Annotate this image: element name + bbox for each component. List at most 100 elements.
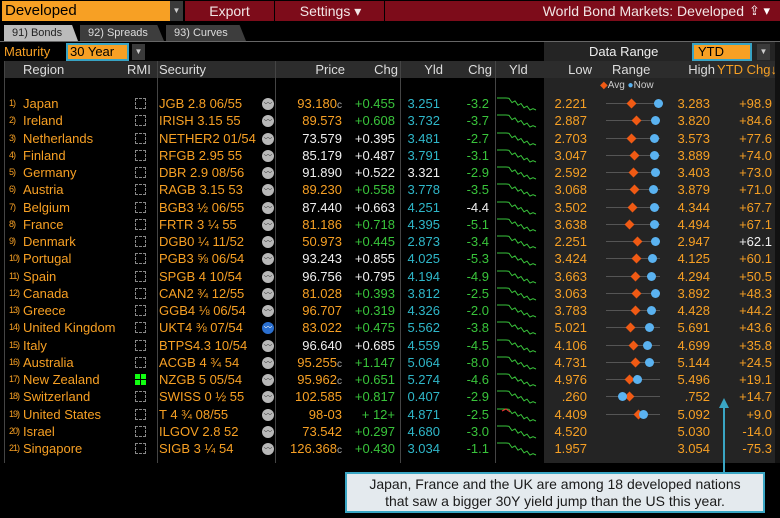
region-name[interactable]: Greece: [23, 303, 66, 318]
security-name[interactable]: DBR 2.9 08/56: [159, 165, 245, 180]
rmi-empty-icon[interactable]: [135, 305, 146, 316]
table-row[interactable]: 6) Austria RAGB 3.15 53 〰 89.230 +0.558 …: [0, 181, 775, 198]
table-row[interactable]: 16) Australia ACGB 4 ¾ 54 〰 95.255c +1.1…: [0, 354, 775, 371]
security-name[interactable]: SPGB 4 10/54: [159, 268, 243, 284]
settings-button[interactable]: Settings ▾: [277, 1, 385, 21]
chart-icon[interactable]: 〰: [262, 218, 274, 231]
region-name[interactable]: Netherlands: [23, 130, 94, 146]
share-icon[interactable]: ⇪ ▾: [748, 3, 770, 18]
region-name[interactable]: Switzerland: [23, 389, 91, 405]
table-row[interactable]: 2) Ireland IRISH 3.15 55 〰 89.573 +0.608…: [0, 112, 775, 129]
table-row[interactable]: 15) Italy BTPS4.3 10/54 〰 96.640 +0.685 …: [0, 337, 775, 354]
security-name[interactable]: RFGB 2.95 55: [159, 147, 243, 163]
rmi-empty-icon[interactable]: [135, 443, 146, 454]
table-row[interactable]: 19) United States T 4 ¾ 08/55 〰 98-03 + …: [0, 406, 775, 423]
rmi-empty-icon[interactable]: [135, 339, 146, 351]
chart-icon[interactable]: 〰: [262, 236, 274, 248]
security-name[interactable]: BGB3 ½ 06/55: [159, 199, 245, 215]
security-name[interactable]: RAGB 3.15 53: [159, 182, 243, 198]
region-name[interactable]: New Zealand: [23, 372, 100, 387]
region-name[interactable]: Spain: [23, 268, 57, 284]
chart-icon[interactable]: 〰: [262, 374, 274, 386]
chart-icon[interactable]: 〰: [262, 356, 274, 369]
chart-icon[interactable]: 〰: [262, 287, 274, 300]
chart-icon[interactable]: 〰: [262, 322, 274, 335]
tab-spreads[interactable]: 92) Spreads: [80, 25, 164, 41]
region-name[interactable]: Japan: [23, 96, 59, 111]
region-name[interactable]: Germany: [23, 165, 77, 180]
rmi-empty-icon[interactable]: [135, 201, 146, 213]
rmi-empty-icon[interactable]: [135, 322, 146, 334]
maturity-select[interactable]: 30 Year: [66, 43, 129, 61]
table-row[interactable]: 7) Belgium BGB3 ½ 06/55 〰 87.440 +0.663 …: [0, 199, 775, 216]
security-name[interactable]: JGB 2.8 06/55: [159, 96, 243, 111]
col-rmi[interactable]: RMI: [127, 62, 151, 77]
security-name[interactable]: CAN2 ¾ 12/55: [159, 285, 245, 301]
tab-bonds[interactable]: 91) Bonds: [4, 25, 78, 41]
data-range-dropdown-arrow-icon[interactable]: ▼: [757, 44, 770, 60]
rmi-empty-icon[interactable]: [135, 253, 146, 265]
security-name[interactable]: ACGB 4 ¾ 54: [159, 354, 240, 370]
security-name[interactable]: BTPS4.3 10/54: [159, 337, 248, 353]
col-yld[interactable]: Yld: [424, 62, 443, 77]
rmi-empty-icon[interactable]: [135, 167, 146, 178]
rmi-empty-icon[interactable]: [135, 391, 146, 403]
rmi-empty-icon[interactable]: [135, 425, 146, 437]
col-yld-chg[interactable]: Chg: [468, 62, 492, 77]
chart-icon[interactable]: 〰: [262, 443, 274, 455]
chart-icon[interactable]: 〰: [262, 132, 274, 145]
chart-icon[interactable]: 〰: [262, 339, 274, 352]
region-name[interactable]: Italy: [23, 337, 47, 353]
chart-icon[interactable]: 〰: [262, 305, 274, 317]
chart-icon[interactable]: 〰: [262, 184, 274, 197]
col-range[interactable]: Range: [612, 62, 651, 77]
security-name[interactable]: GGB4 ⅛ 06/54: [159, 303, 246, 318]
security-name[interactable]: FRTR 3 ¼ 55: [159, 216, 237, 232]
col-ytd-chg[interactable]: YTD Chg↓: [717, 62, 777, 77]
security-name[interactable]: SIGB 3 ¼ 54: [159, 441, 234, 456]
rmi-empty-icon[interactable]: [135, 356, 146, 368]
table-row[interactable]: 5) Germany DBR 2.9 08/56 〰 91.890 +0.522…: [0, 164, 775, 181]
tab-curves[interactable]: 93) Curves: [166, 25, 246, 41]
region-name[interactable]: Ireland: [23, 113, 63, 129]
chart-icon[interactable]: 〰: [262, 115, 274, 128]
security-name[interactable]: SWISS 0 ½ 55: [159, 389, 245, 405]
rmi-empty-icon[interactable]: [135, 115, 146, 127]
export-button[interactable]: Export: [185, 1, 275, 21]
rmi-empty-icon[interactable]: [135, 408, 146, 420]
chart-icon[interactable]: 〰: [262, 98, 274, 110]
rmi-empty-icon[interactable]: [135, 98, 146, 109]
region-name[interactable]: France: [23, 216, 64, 232]
table-row[interactable]: 18) Switzerland SWISS 0 ½ 55 〰 102.585 +…: [0, 388, 775, 405]
rmi-empty-icon[interactable]: [135, 270, 146, 282]
security-name[interactable]: IRISH 3.15 55: [159, 113, 241, 129]
chart-icon[interactable]: 〰: [262, 425, 274, 438]
security-name[interactable]: T 4 ¾ 08/55: [159, 406, 229, 422]
security-name[interactable]: UKT4 ⅜ 07/54: [159, 320, 243, 336]
chart-icon[interactable]: 〰: [262, 391, 274, 404]
rmi-empty-icon[interactable]: [135, 236, 146, 247]
chart-icon[interactable]: 〰: [262, 270, 274, 283]
chart-icon[interactable]: 〰: [262, 149, 274, 162]
table-row[interactable]: 3) Netherlands NETHER2 01/54 〰 73.579 +0…: [0, 130, 775, 147]
table-row[interactable]: 4) Finland RFGB 2.95 55 〰 85.179 +0.487 …: [0, 147, 775, 164]
rmi-empty-icon[interactable]: [135, 218, 146, 230]
rmi-empty-icon[interactable]: [135, 132, 146, 144]
rmi-active-icon[interactable]: [135, 374, 146, 385]
rmi-empty-icon[interactable]: [135, 149, 146, 161]
table-row[interactable]: 10) Portugal PGB3 ⅝ 06/54 〰 93.243 +0.85…: [0, 250, 775, 267]
scrollbar[interactable]: [775, 42, 780, 463]
chart-icon[interactable]: 〰: [262, 253, 274, 266]
security-name[interactable]: NETHER2 01/54: [159, 130, 256, 146]
table-row[interactable]: 1) Japan JGB 2.8 06/55 〰 93.180c +0.455 …: [0, 95, 775, 112]
security-name[interactable]: PGB3 ⅝ 06/54: [159, 251, 245, 267]
table-row[interactable]: 8) France FRTR 3 ¼ 55 〰 81.186 +0.718 4.…: [0, 216, 775, 233]
rmi-empty-icon[interactable]: [135, 287, 146, 299]
region-name[interactable]: Portugal: [23, 251, 72, 267]
col-price[interactable]: Price: [315, 62, 345, 77]
chart-icon[interactable]: 〰: [262, 201, 274, 214]
chart-icon[interactable]: 〰: [262, 167, 274, 179]
security-name[interactable]: ILGOV 2.8 52: [159, 423, 239, 439]
table-row[interactable]: 21) Singapore SIGB 3 ¼ 54 〰 126.368c +0.…: [0, 440, 775, 457]
region-name[interactable]: Israel: [23, 423, 55, 439]
